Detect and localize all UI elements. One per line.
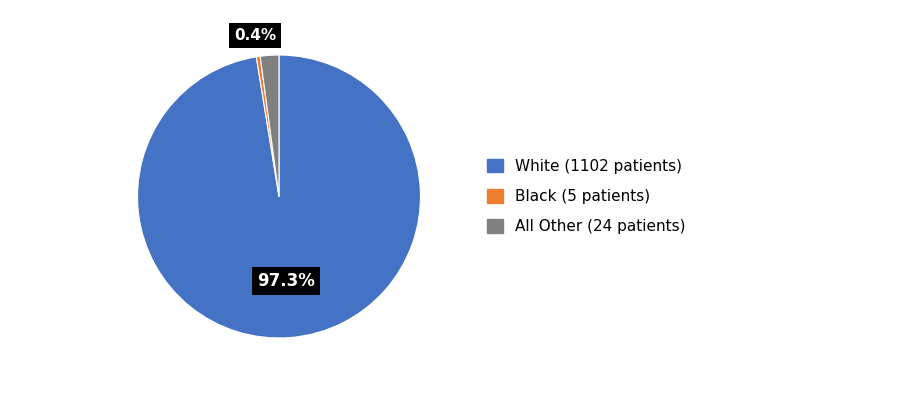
Wedge shape <box>138 55 420 338</box>
Wedge shape <box>256 56 279 196</box>
Legend: White (1102 patients), Black (5 patients), All Other (24 patients): White (1102 patients), Black (5 patients… <box>482 152 691 241</box>
Text: 2.30%: 2.30% <box>0 392 1 393</box>
Text: 97.3%: 97.3% <box>256 272 315 290</box>
Text: 0.4%: 0.4% <box>234 28 276 43</box>
Wedge shape <box>260 55 279 196</box>
